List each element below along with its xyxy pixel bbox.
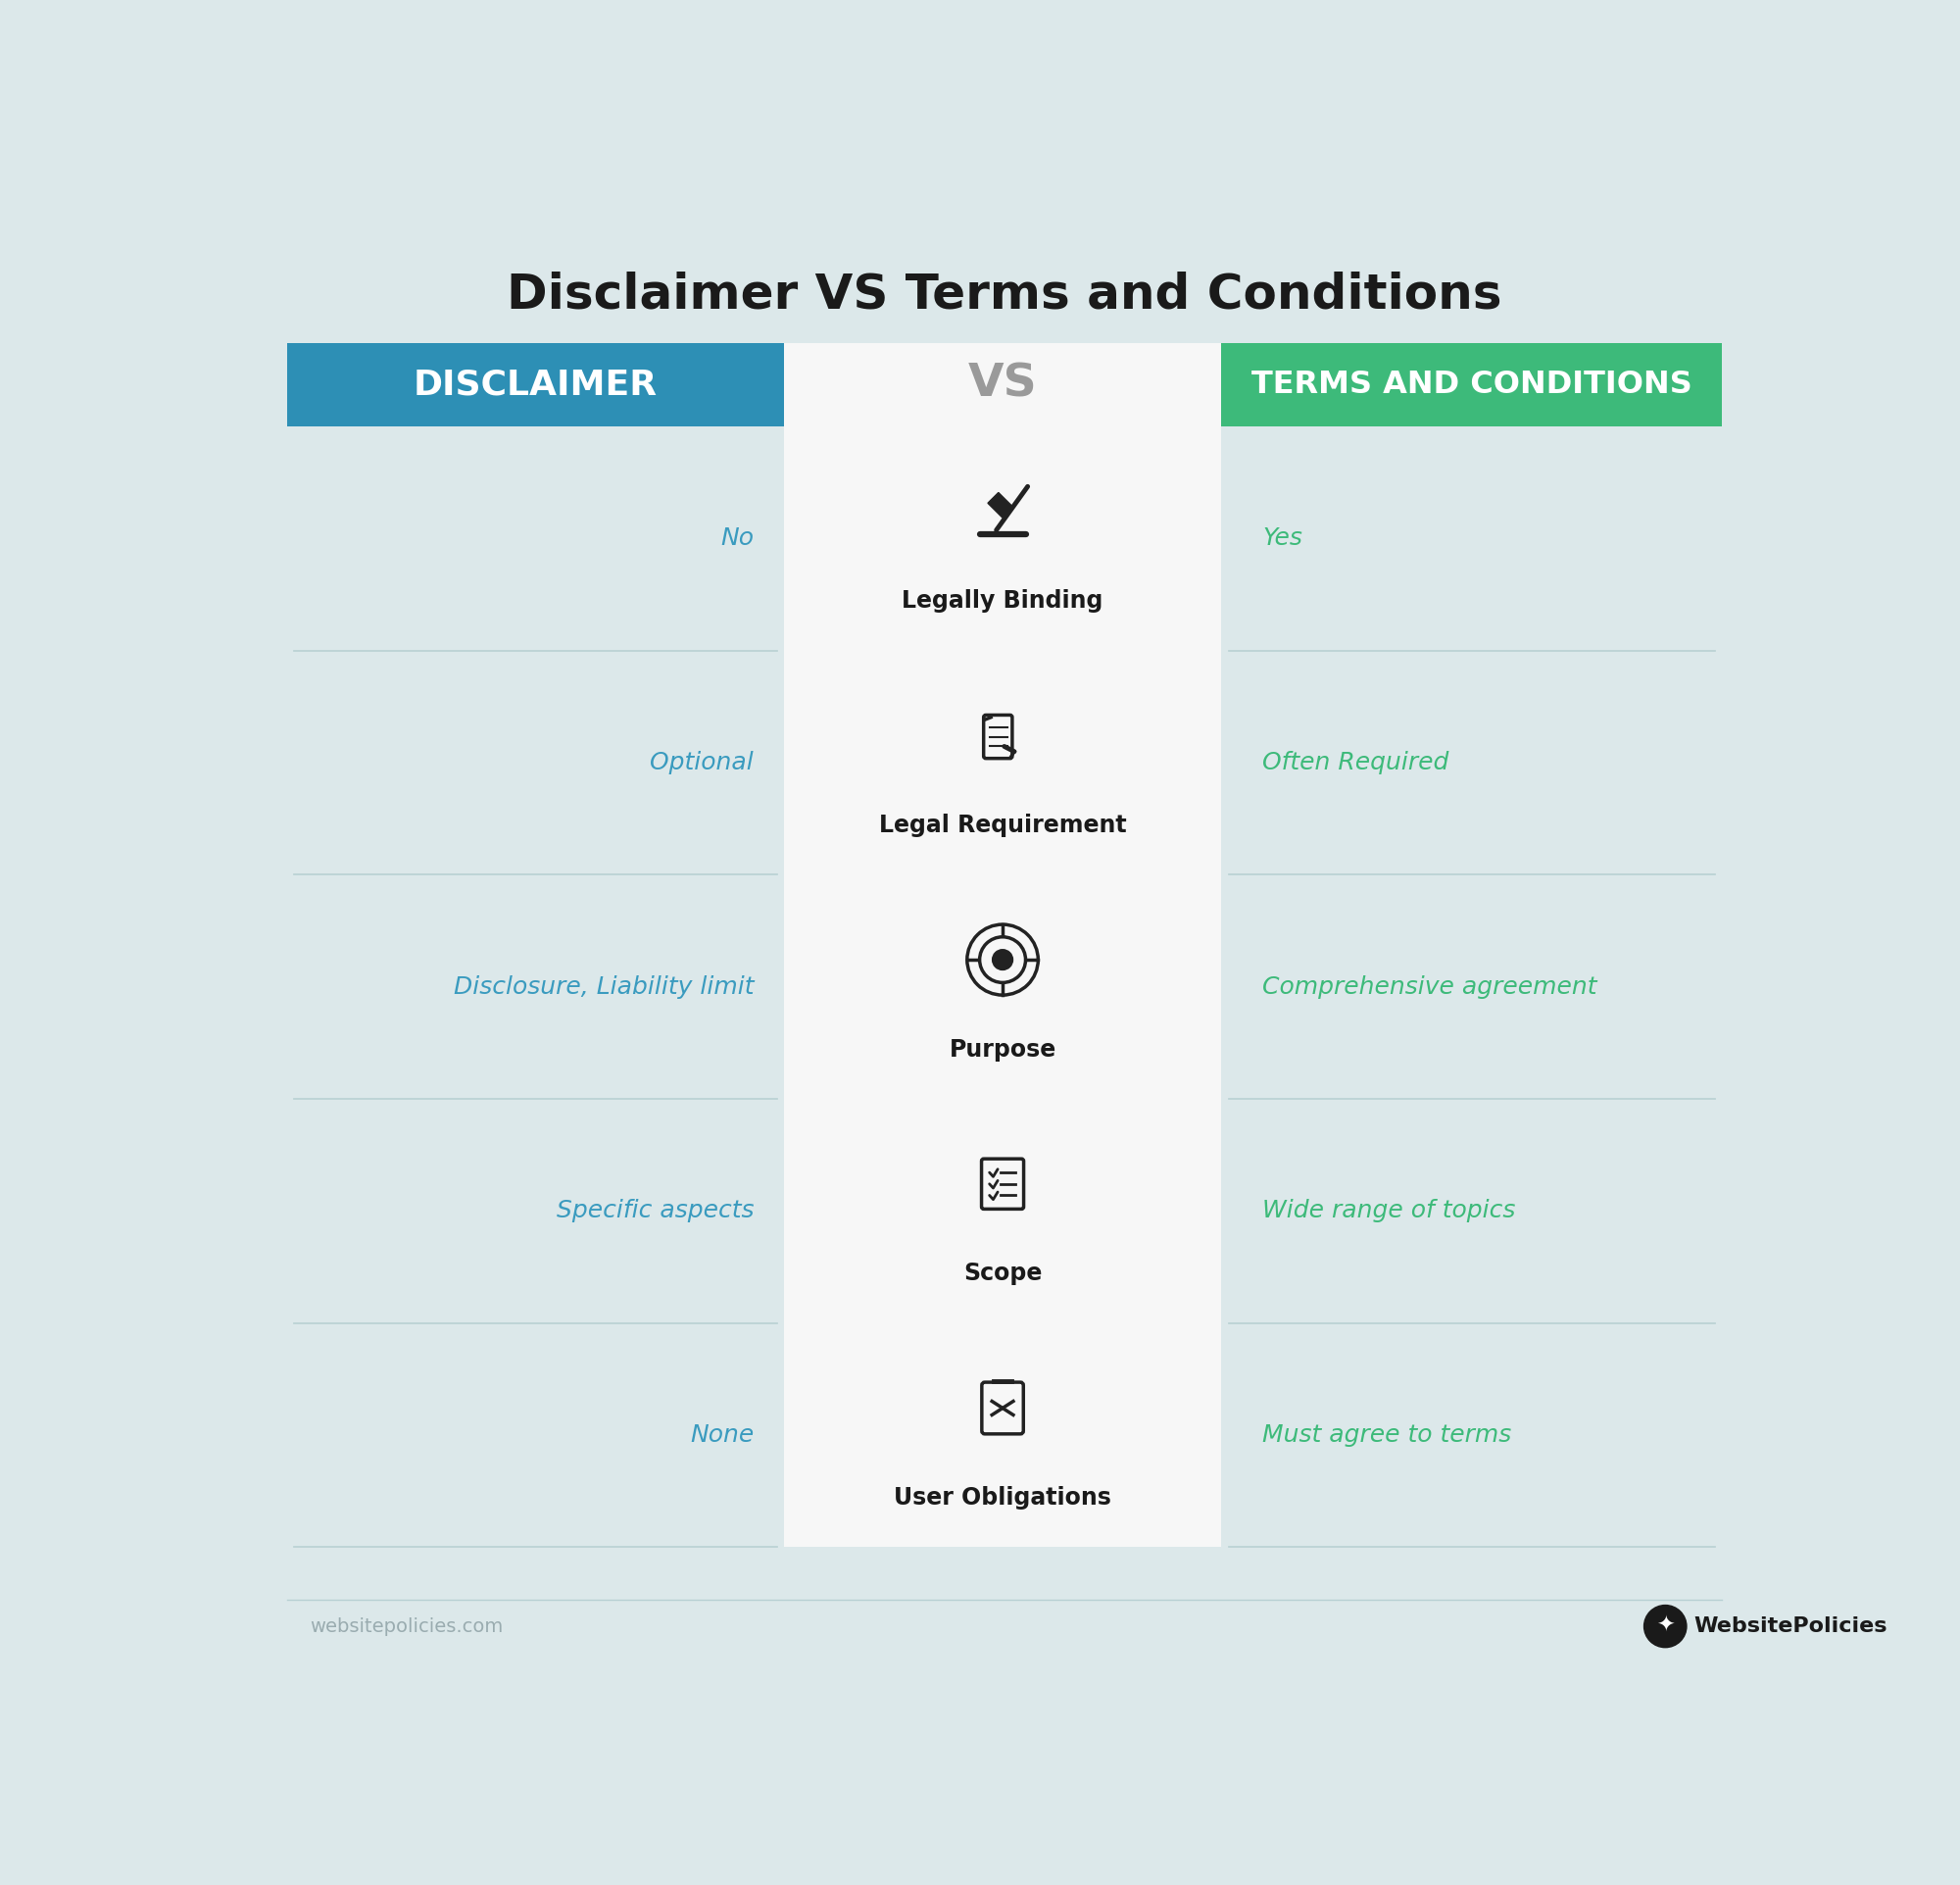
Circle shape	[994, 950, 1011, 969]
Text: User Obligations: User Obligations	[894, 1485, 1111, 1510]
Text: Disclaimer VS Terms and Conditions: Disclaimer VS Terms and Conditions	[508, 271, 1501, 319]
Text: Comprehensive agreement: Comprehensive agreement	[1262, 975, 1597, 999]
Text: VS: VS	[968, 362, 1037, 407]
Text: TERMS AND CONDITIONS: TERMS AND CONDITIONS	[1250, 369, 1691, 400]
Text: Legally Binding: Legally Binding	[902, 590, 1103, 613]
FancyBboxPatch shape	[286, 343, 784, 426]
FancyBboxPatch shape	[1221, 343, 1723, 426]
Text: websitepolicies.com: websitepolicies.com	[310, 1617, 504, 1636]
Text: WebsitePolicies: WebsitePolicies	[1693, 1617, 1887, 1636]
Text: Disclosure, Liability limit: Disclosure, Liability limit	[453, 975, 755, 999]
Text: ✦: ✦	[1656, 1617, 1674, 1636]
FancyBboxPatch shape	[784, 343, 1221, 1548]
Text: DISCLAIMER: DISCLAIMER	[414, 368, 659, 402]
Text: Must agree to terms: Must agree to terms	[1262, 1423, 1511, 1448]
Text: None: None	[690, 1423, 755, 1448]
Text: Legal Requirement: Legal Requirement	[878, 814, 1127, 837]
Text: Scope: Scope	[962, 1261, 1043, 1286]
Text: No: No	[721, 526, 755, 550]
Polygon shape	[988, 492, 1013, 518]
Text: Yes: Yes	[1262, 526, 1303, 550]
Text: Wide range of topics: Wide range of topics	[1262, 1199, 1515, 1223]
Circle shape	[1644, 1606, 1686, 1647]
Text: Often Required: Often Required	[1262, 750, 1448, 775]
Text: Purpose: Purpose	[949, 1037, 1056, 1061]
Text: Optional: Optional	[651, 750, 755, 775]
Text: Specific aspects: Specific aspects	[557, 1199, 755, 1223]
